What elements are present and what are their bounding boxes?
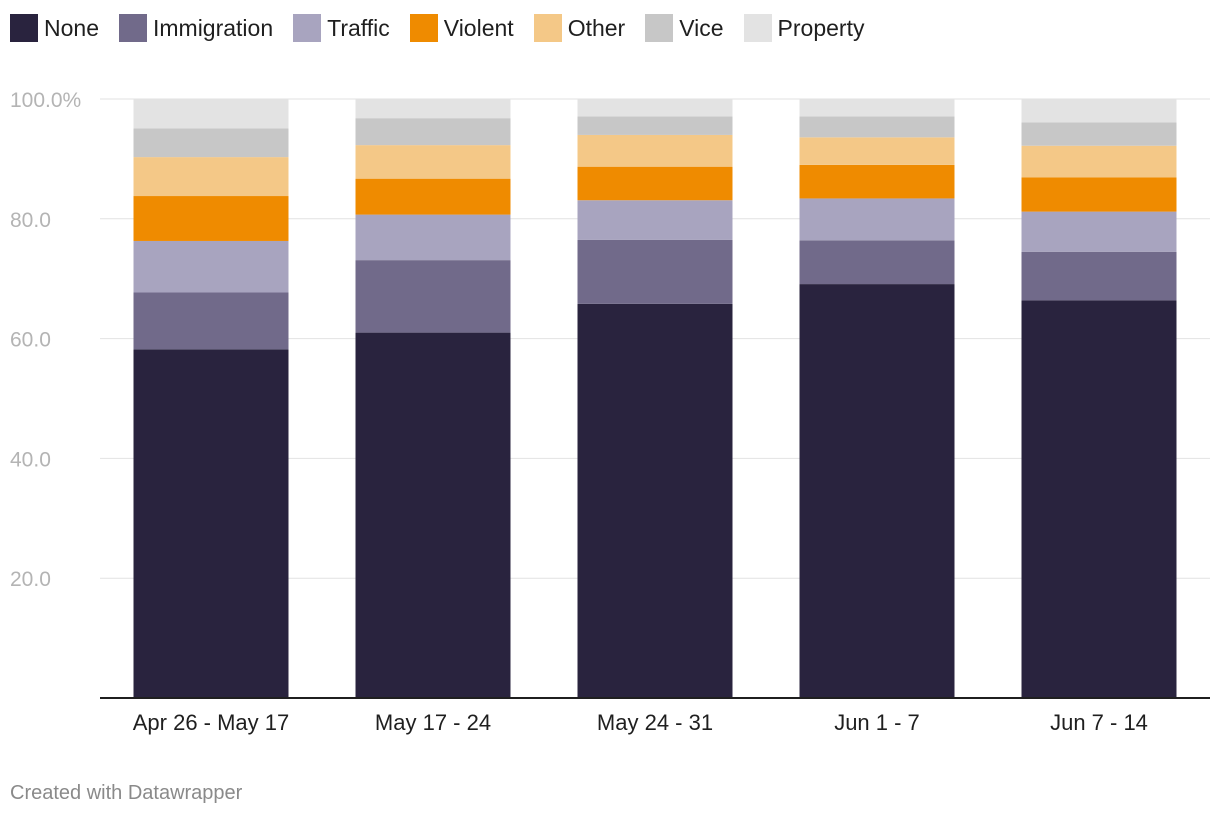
- bar-segment-traffic: [355, 214, 511, 261]
- legend-swatch: [293, 14, 322, 42]
- bar-segment-none: [355, 332, 511, 698]
- y-tick-label: 100.0%: [10, 89, 81, 112]
- legend-label: Immigration: [152, 14, 274, 41]
- chart-credit: Created with Datawrapper: [10, 782, 243, 804]
- bar-segment-traffic: [1021, 211, 1177, 252]
- bar-segment-immigration: [355, 260, 511, 333]
- legend-label: Property: [777, 14, 865, 41]
- y-tick-label: 20.0: [10, 568, 51, 591]
- bar-segment-property: [355, 99, 511, 119]
- legend-label: Traffic: [327, 14, 390, 41]
- legend-label: None: [44, 14, 99, 41]
- legend-swatch: [533, 14, 562, 42]
- bar-segment-none: [1021, 300, 1177, 698]
- y-tick-label: 80.0: [10, 209, 51, 232]
- legend-swatch: [10, 14, 38, 42]
- legend-item-none: None: [10, 14, 99, 42]
- bar-segment-immigration: [799, 240, 955, 285]
- legend-item-violent: Violent: [409, 14, 514, 42]
- x-tick-label: Apr 26 - May 17: [133, 710, 290, 735]
- legend-swatch: [645, 14, 674, 42]
- bar-segment-violent: [799, 164, 955, 199]
- bar-segment-none: [799, 284, 955, 698]
- bar-stack: [577, 99, 733, 698]
- bar-segment-immigration: [1021, 251, 1177, 301]
- bar-segment-immigration: [577, 239, 733, 304]
- bar-segment-vice: [355, 118, 511, 146]
- bar-segment-other: [133, 157, 289, 197]
- x-tick-label: Jun 7 - 14: [1050, 710, 1148, 735]
- legend-item-immigration: Immigration: [118, 14, 274, 42]
- bar-segment-violent: [133, 196, 289, 241]
- legend-item-vice: Vice: [645, 14, 724, 42]
- bar-segment-property: [577, 99, 733, 117]
- legend-label: Vice: [679, 14, 724, 41]
- bar-segment-other: [799, 137, 955, 165]
- chart-legend: None Immigration Traffic Violent Other Vice Pr…: [10, 12, 884, 44]
- bar-segment-vice: [133, 128, 289, 158]
- legend-item-other: Other: [533, 14, 626, 42]
- bar-segment-other: [577, 134, 733, 167]
- legend-item-property: Property: [743, 14, 865, 42]
- bar-stack: [355, 99, 511, 698]
- bar-stack: [799, 99, 955, 698]
- legend-label: Other: [567, 14, 626, 41]
- bar-segment-property: [133, 99, 289, 129]
- bar-segment-property: [799, 99, 955, 117]
- bar-segment-none: [133, 349, 289, 698]
- bar-stack: [133, 99, 289, 698]
- legend-swatch: [409, 14, 438, 42]
- legend-swatch: [743, 14, 772, 42]
- bar-segment-violent: [577, 166, 733, 201]
- legend-swatch: [118, 14, 147, 42]
- x-tick-label: May 24 - 31: [597, 710, 713, 735]
- bar-segment-vice: [577, 116, 733, 135]
- bar-segment-other: [1021, 145, 1177, 178]
- bar-segment-none: [577, 303, 733, 698]
- legend-item-traffic: Traffic: [293, 14, 390, 42]
- bar-segment-traffic: [799, 198, 955, 241]
- bar-segment-violent: [1021, 177, 1177, 212]
- x-tick-label: May 17 - 24: [375, 710, 491, 735]
- x-tick-label: Jun 1 - 7: [834, 710, 920, 735]
- bar-segment-vice: [799, 116, 955, 138]
- bar-segment-property: [1021, 99, 1177, 123]
- bar-segment-other: [355, 145, 511, 179]
- bar-stack: [1021, 99, 1177, 698]
- y-tick-label: 60.0: [10, 329, 51, 352]
- y-tick-label: 40.0: [10, 448, 51, 471]
- bar-segment-traffic: [577, 200, 733, 240]
- legend-label: Violent: [443, 14, 514, 41]
- bar-segment-traffic: [133, 240, 289, 293]
- bar-segment-immigration: [133, 292, 289, 350]
- bar-segment-violent: [355, 178, 511, 215]
- bar-segment-vice: [1021, 122, 1177, 146]
